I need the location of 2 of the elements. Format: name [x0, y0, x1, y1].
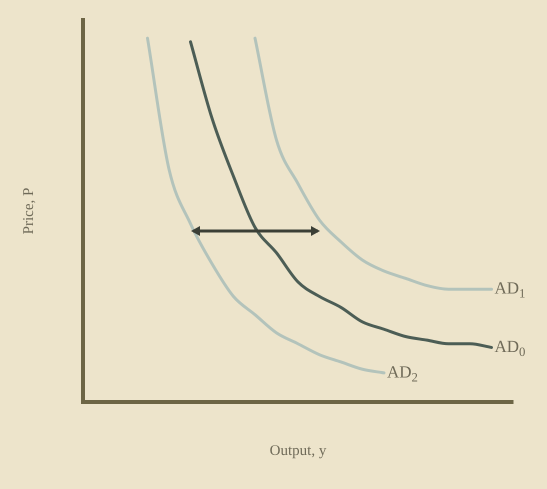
y-axis-title: Price, P: [20, 188, 37, 234]
x-axis-title: Output, y: [270, 442, 327, 459]
